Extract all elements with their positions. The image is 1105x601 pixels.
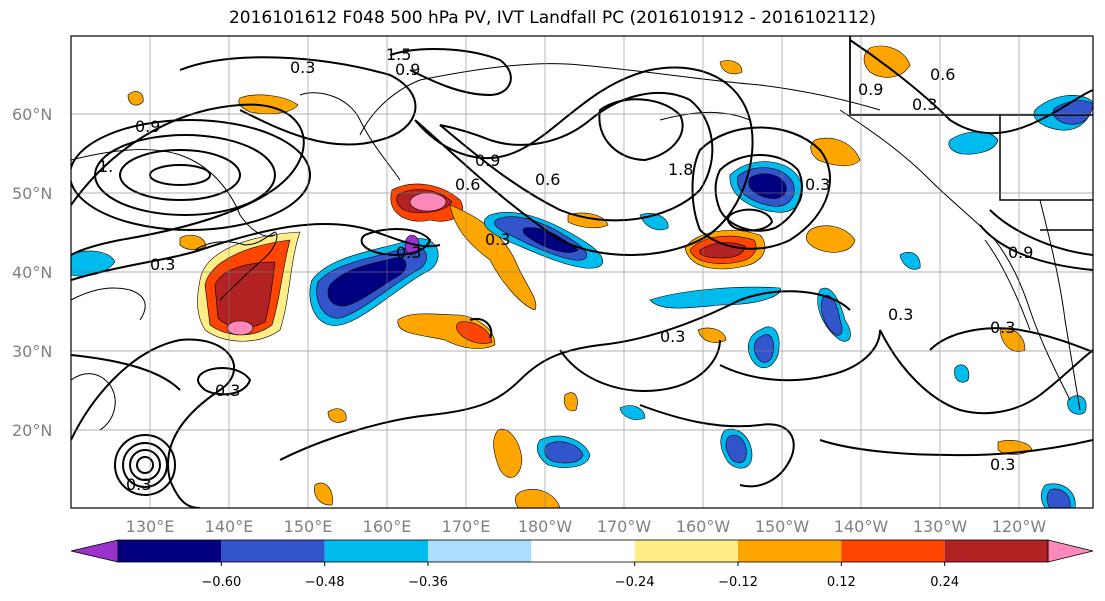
- colorbar-tick-label: −0.60: [201, 575, 241, 590]
- contour-label: 0.9: [475, 151, 500, 170]
- contour-label: 0.9: [858, 80, 883, 99]
- map-title: 2016101612 F048 500 hPa PV, IVT Landfall…: [228, 8, 876, 28]
- pv-shading: [71, 45, 1093, 508]
- colorbar-segment: [634, 540, 738, 562]
- colorbar-tick-label: 0.12: [827, 575, 856, 590]
- colorbar: −0.60 −0.48 −0.36 −0.24 −0.12 0.12 0.24: [70, 539, 1094, 590]
- colorbar-tick-label: −0.48: [305, 575, 345, 590]
- colorbar-tick-label: 0.24: [930, 575, 959, 590]
- contour-label: 0.3: [396, 243, 421, 262]
- contour-label: 0.3: [990, 455, 1015, 474]
- lon-label: 180°W: [518, 517, 573, 536]
- colorbar-frame: [117, 539, 1049, 563]
- contour-label: 0.3: [150, 255, 175, 274]
- colorbar-segment: [531, 540, 635, 562]
- colorbar-segment: [738, 540, 842, 562]
- contour-label: 0.3: [888, 305, 913, 324]
- lon-label: 160°W: [676, 517, 731, 536]
- colorbar-tick-label: −0.36: [408, 575, 448, 590]
- colorbar-segment: [221, 540, 325, 562]
- lat-label: 60°N: [12, 105, 52, 124]
- contour-label: 0.3: [290, 58, 315, 77]
- lat-label: 40°N: [12, 263, 52, 282]
- colorbar-segment: [428, 540, 532, 562]
- lon-label: 150°W: [755, 517, 810, 536]
- contour-label: 0.6: [535, 170, 560, 189]
- colorbar-extend-high: [1047, 539, 1094, 563]
- graticule: [71, 36, 1093, 508]
- lon-label: 120°W: [992, 517, 1047, 536]
- lon-label: 130°E: [126, 517, 175, 536]
- longitude-labels: 130°E 140°E 150°E 160°E 170°E 180°W 170°…: [126, 517, 1047, 536]
- colorbar-tick-label: −0.24: [615, 575, 655, 590]
- contour-label: 0.9: [395, 60, 420, 79]
- lon-label: 130°W: [913, 517, 968, 536]
- lat-label: 20°N: [12, 421, 52, 440]
- contour-label: 1.: [98, 157, 113, 176]
- lon-label: 140°W: [834, 517, 889, 536]
- contour-label: 1.8: [668, 160, 693, 179]
- colorbar-segment: [944, 540, 1048, 562]
- lon-label: 160°E: [363, 517, 412, 536]
- contour-label: 0.3: [485, 230, 510, 249]
- colorbar-segment: [841, 540, 945, 562]
- contour-label: 0.6: [930, 65, 955, 84]
- contour-label: 0.9: [1008, 243, 1033, 262]
- colorbar-segment: [118, 540, 222, 562]
- contour-label: 0.3: [805, 175, 830, 194]
- contour-labels: 1.5 0.9 0.3 0.9 1. 0.3 0.9 0.6 0.6 0.3 1…: [98, 45, 1033, 494]
- lat-label: 50°N: [12, 184, 52, 203]
- coastlines: [71, 63, 1081, 431]
- latitude-labels: 60°N 50°N 40°N 30°N 20°N: [12, 105, 52, 440]
- contour-label: 0.3: [126, 475, 151, 494]
- lat-label: 30°N: [12, 342, 52, 361]
- contour-label: 0.3: [912, 95, 937, 114]
- borders: [849, 36, 1093, 231]
- contour-label: 1.5: [386, 45, 411, 64]
- colorbar-segment: [324, 540, 428, 562]
- lon-label: 150°E: [284, 517, 333, 536]
- colorbar-extend-low: [70, 539, 119, 563]
- contour-label: 0.6: [455, 175, 480, 194]
- lon-label: 170°W: [597, 517, 652, 536]
- map-frame: [70, 35, 1094, 509]
- contour-label: 0.3: [215, 381, 240, 400]
- pv-contours: [71, 39, 1093, 508]
- lon-label: 170°E: [442, 517, 491, 536]
- colorbar-tick-label: −0.12: [718, 575, 758, 590]
- contour-label: 0.3: [990, 318, 1015, 337]
- contour-label: 0.3: [660, 327, 685, 346]
- contour-label: 0.9: [135, 117, 160, 136]
- lon-label: 140°E: [205, 517, 254, 536]
